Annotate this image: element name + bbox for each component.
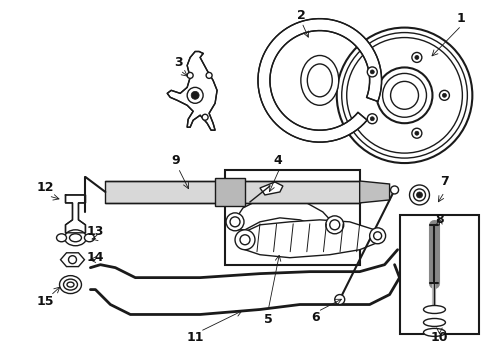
Polygon shape (258, 19, 382, 142)
Text: 11: 11 (186, 331, 204, 344)
Circle shape (235, 230, 255, 250)
Polygon shape (61, 253, 84, 267)
Text: 9: 9 (171, 154, 179, 167)
Text: 3: 3 (174, 56, 182, 69)
Text: 6: 6 (312, 311, 320, 324)
Circle shape (410, 185, 429, 205)
Circle shape (370, 117, 374, 121)
Circle shape (69, 256, 76, 264)
Text: 2: 2 (297, 9, 306, 22)
Circle shape (412, 128, 422, 138)
Circle shape (412, 53, 422, 62)
Circle shape (442, 93, 446, 97)
Circle shape (440, 90, 449, 100)
Polygon shape (360, 181, 390, 203)
Text: 13: 13 (87, 225, 104, 238)
Circle shape (374, 232, 382, 240)
Ellipse shape (65, 230, 86, 246)
Text: 14: 14 (87, 251, 104, 264)
Bar (399, 215, 479, 334)
Ellipse shape (84, 234, 95, 242)
Text: 12: 12 (37, 181, 54, 194)
Circle shape (202, 114, 208, 120)
Ellipse shape (423, 319, 445, 327)
Circle shape (187, 87, 203, 103)
Circle shape (415, 55, 419, 59)
Ellipse shape (56, 234, 67, 242)
Circle shape (226, 213, 244, 231)
Circle shape (370, 70, 374, 74)
Bar (225, 170, 360, 265)
Circle shape (335, 294, 345, 305)
Circle shape (369, 228, 386, 244)
Ellipse shape (70, 234, 81, 242)
Polygon shape (260, 182, 283, 195)
Text: 5: 5 (264, 313, 272, 326)
Text: 8: 8 (435, 213, 444, 226)
Text: 10: 10 (431, 331, 448, 344)
Polygon shape (235, 198, 335, 232)
Polygon shape (245, 220, 380, 258)
Ellipse shape (423, 306, 445, 314)
Circle shape (191, 91, 199, 99)
Circle shape (326, 216, 343, 234)
Circle shape (330, 220, 340, 230)
Circle shape (368, 114, 377, 124)
Text: 4: 4 (273, 154, 282, 167)
Text: 15: 15 (37, 295, 54, 308)
Ellipse shape (64, 279, 77, 290)
Ellipse shape (59, 276, 81, 293)
Bar (105, 181, 360, 203)
Circle shape (240, 235, 250, 245)
Ellipse shape (301, 55, 339, 105)
Circle shape (415, 131, 419, 135)
Circle shape (187, 72, 193, 78)
Circle shape (368, 67, 377, 77)
Text: 7: 7 (440, 175, 449, 189)
Polygon shape (167, 51, 217, 130)
Ellipse shape (67, 282, 74, 287)
Polygon shape (66, 195, 85, 233)
Circle shape (391, 186, 398, 194)
Circle shape (206, 72, 212, 78)
Circle shape (416, 192, 422, 198)
Text: 1: 1 (457, 12, 466, 25)
Ellipse shape (423, 328, 445, 336)
Circle shape (414, 189, 425, 201)
Ellipse shape (307, 64, 332, 97)
Circle shape (230, 217, 240, 227)
Bar (215, 178, 245, 206)
